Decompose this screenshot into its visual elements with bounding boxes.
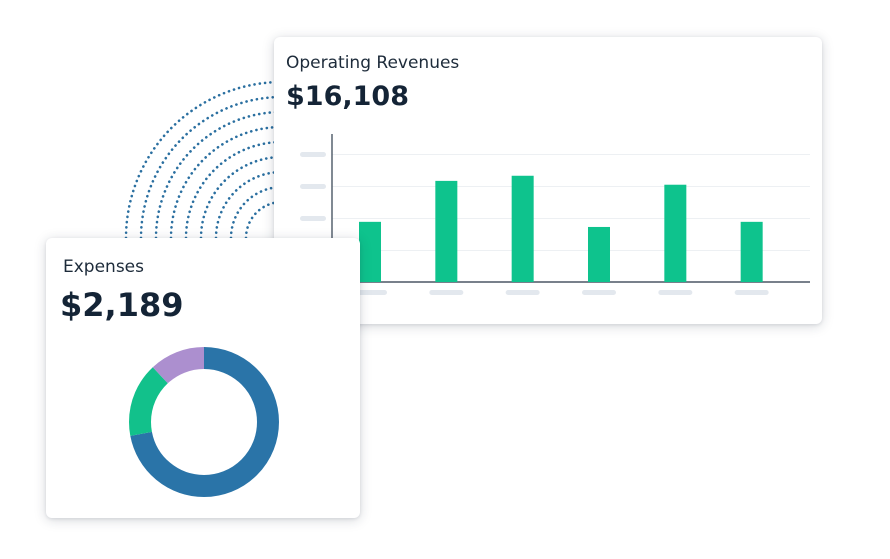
y-tick-placeholder [300,184,326,189]
dot-arc [154,110,284,240]
x-tick-placeholder [429,290,464,295]
dot-arc [184,140,284,240]
expenses-card: Expenses $2,189 [46,238,360,518]
revenue-bar [435,180,458,282]
dot-arc [139,95,284,240]
operating-revenues-title: Operating Revenues [286,53,460,73]
dot-arc [199,155,284,240]
donut-segment-green [129,347,279,497]
dot-arc [214,170,284,240]
y-tick-placeholder [300,152,326,157]
x-tick-placeholder [505,290,540,295]
x-tick-placeholder [658,290,693,295]
y-tick-placeholder [300,216,326,221]
expenses-amount: $2,189 [60,286,184,324]
expenses-title: Expenses [63,257,144,277]
x-tick-placeholder [582,290,616,295]
x-tick-placeholder [353,290,387,295]
expenses-donut-chart [129,347,279,497]
dot-arc [229,185,284,240]
revenue-bar [511,175,534,282]
revenue-bar [359,221,381,282]
donut-segment-purple [129,347,279,497]
operating-revenues-amount: $16,108 [286,81,409,112]
operating-revenues-card: Operating Revenues $16,108 [274,37,822,324]
revenue-bar [664,184,687,282]
dot-arc [244,200,284,240]
revenue-bar [740,221,763,282]
revenue-bar [588,226,610,282]
revenue-bar-chart [300,134,810,295]
dot-arc [124,80,284,240]
x-tick-placeholder [734,290,769,295]
